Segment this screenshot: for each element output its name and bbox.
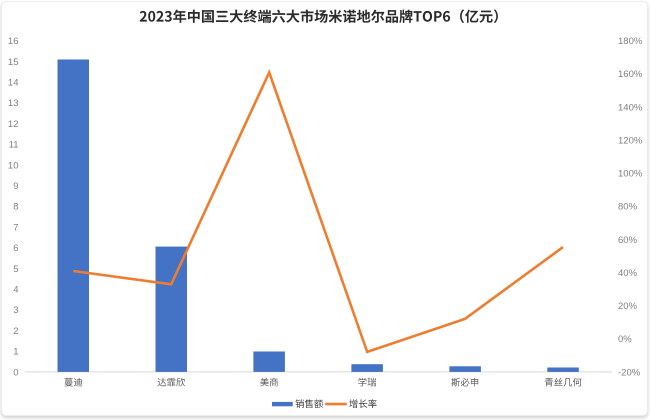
svg-text:2: 2 xyxy=(13,326,18,337)
svg-text:-20%: -20% xyxy=(618,367,641,378)
svg-text:5: 5 xyxy=(13,264,18,275)
svg-text:20%: 20% xyxy=(618,301,638,312)
svg-text:14: 14 xyxy=(8,78,19,89)
svg-text:120%: 120% xyxy=(618,136,643,147)
svg-text:100%: 100% xyxy=(618,169,643,180)
svg-text:180%: 180% xyxy=(618,36,643,47)
svg-text:10: 10 xyxy=(8,160,19,171)
svg-text:1: 1 xyxy=(13,347,18,358)
svg-text:7: 7 xyxy=(13,222,18,233)
svg-text:6: 6 xyxy=(13,243,18,254)
svg-text:16: 16 xyxy=(8,36,19,47)
svg-text:13: 13 xyxy=(8,98,19,109)
svg-text:0%: 0% xyxy=(618,334,632,345)
svg-text:40%: 40% xyxy=(618,268,638,279)
svg-text:0: 0 xyxy=(13,367,18,378)
svg-text:60%: 60% xyxy=(618,235,638,246)
svg-text:9: 9 xyxy=(13,181,18,192)
svg-text:160%: 160% xyxy=(618,69,643,80)
svg-text:3: 3 xyxy=(13,305,18,316)
svg-text:15: 15 xyxy=(8,57,19,68)
svg-text:140%: 140% xyxy=(618,102,643,113)
svg-text:11: 11 xyxy=(9,140,19,151)
svg-text:12: 12 xyxy=(8,119,19,130)
svg-text:4: 4 xyxy=(13,285,18,296)
svg-text:8: 8 xyxy=(13,202,18,213)
svg-text:80%: 80% xyxy=(618,202,638,213)
